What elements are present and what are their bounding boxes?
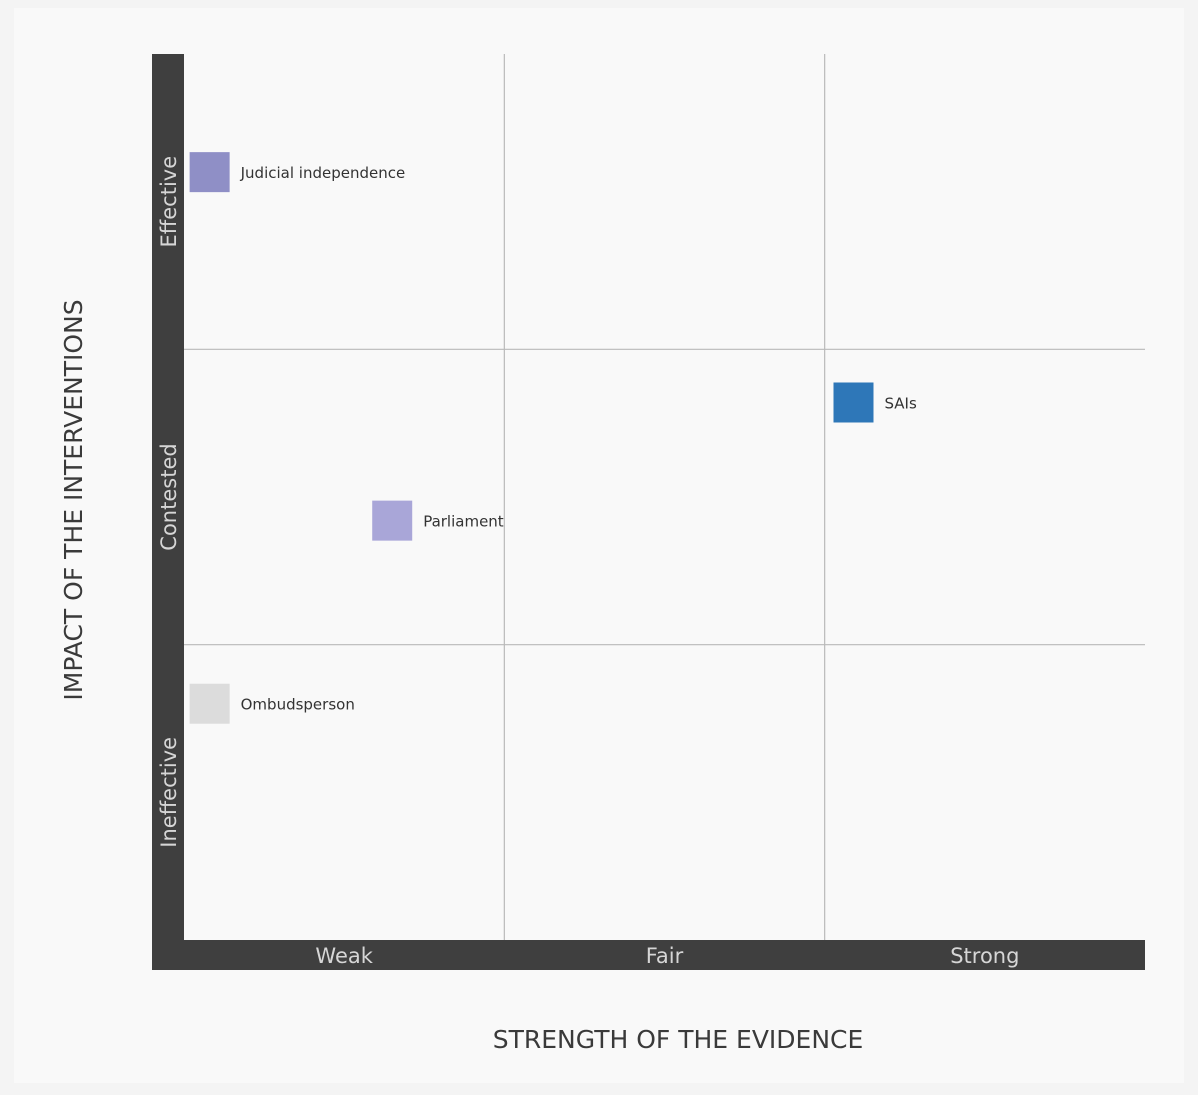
data-point-marker	[189, 683, 230, 724]
data-point-marker	[833, 382, 874, 423]
x-category-label: Fair	[646, 944, 684, 968]
x-category-label: Weak	[315, 944, 373, 968]
data-point-label: SAIs	[884, 394, 916, 412]
x-axis-title: STRENGTH OF THE EVIDENCE	[493, 1025, 864, 1054]
axes: Weak Fair Strong Ineffective Contested Effect…	[152, 54, 1145, 970]
x-category-label: Strong	[950, 944, 1019, 968]
data-points: Judicial independence SAIs Parliament Ombud…	[189, 152, 917, 724]
x-axis-bar	[152, 940, 1145, 970]
data-point-label: Ombudsperson	[241, 696, 355, 714]
data-point-marker	[372, 500, 413, 541]
data-point-label: Judicial independence	[240, 164, 406, 182]
y-category-label: Ineffective	[157, 737, 181, 848]
y-category-label: Effective	[157, 156, 181, 248]
chart-background	[14, 8, 1184, 1083]
y-category-label: Contested	[157, 443, 181, 550]
data-point-label: Parliament	[423, 513, 504, 531]
data-point-marker	[189, 152, 230, 193]
grid-lines	[184, 54, 1145, 940]
y-axis-bar	[152, 54, 184, 970]
y-axis-title: IMPACT OF THE INTERVENTIONS	[59, 299, 88, 700]
